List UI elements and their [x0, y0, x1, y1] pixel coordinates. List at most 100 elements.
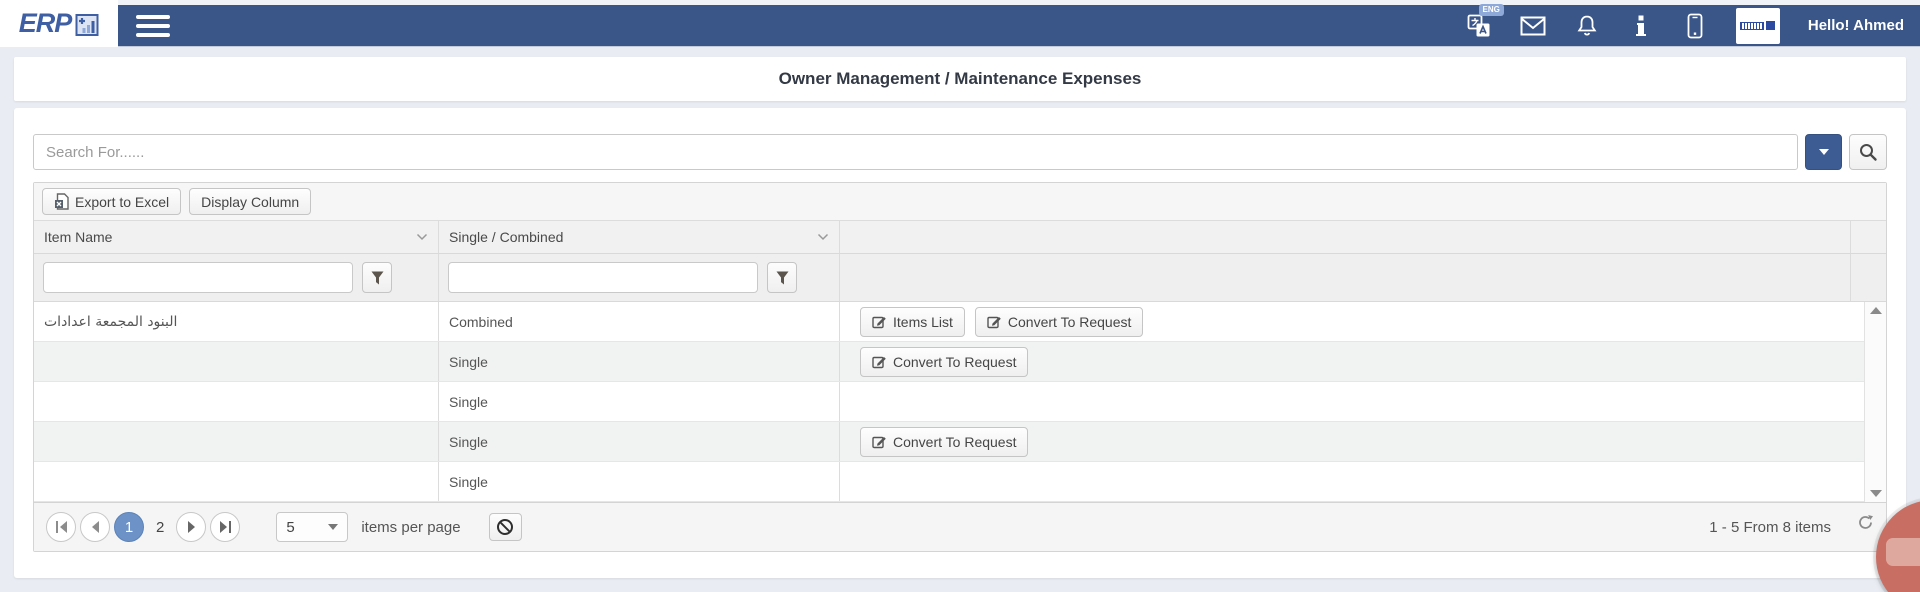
scroll-down-icon[interactable]: [1869, 490, 1882, 497]
search-options-dropdown[interactable]: [1805, 134, 1842, 170]
column-header-label: Single / Combined: [449, 229, 564, 245]
cell-item-name: البنود المجمعة اعدادات: [44, 313, 178, 330]
page-button-2[interactable]: 2: [156, 518, 165, 536]
user-greeting[interactable]: Hello! Ahmed: [1807, 17, 1904, 34]
data-grid: Export to Excel Display Column Item Name…: [33, 182, 1887, 552]
export-excel-button[interactable]: Export to Excel: [42, 188, 182, 215]
column-header-single-combined[interactable]: Single / Combined: [438, 221, 839, 253]
cell-type: Single: [438, 382, 839, 421]
floating-action-inner: [1886, 538, 1920, 566]
refresh-icon: [1859, 514, 1873, 529]
hamburger-menu-button[interactable]: [136, 14, 170, 37]
search-input[interactable]: [33, 134, 1798, 170]
scroll-up-icon[interactable]: [1869, 307, 1882, 314]
column-menu-chevron-icon[interactable]: [817, 233, 829, 241]
page-size-value: 5: [286, 518, 295, 536]
grid-header-row: Item Name Single / Combined: [34, 221, 1886, 254]
info-button[interactable]: [1628, 13, 1654, 39]
partner-logo-text-strip: [1740, 21, 1765, 30]
grid-pager: 1 2 5 items per page: [34, 502, 1886, 551]
previous-page-button[interactable]: [80, 512, 110, 542]
grid-filter-row: [34, 254, 1886, 302]
table-row: Single: [34, 382, 1886, 422]
funnel-icon: [776, 271, 788, 284]
column-header-item-name[interactable]: Item Name: [34, 221, 438, 253]
table-row: البنود المجمعة اعدادات Combined Items Li…: [34, 302, 1886, 342]
cell-actions: [839, 462, 1850, 501]
messages-button[interactable]: [1520, 13, 1546, 39]
next-page-button[interactable]: [176, 512, 207, 542]
cell-type: Single: [438, 462, 839, 501]
mobile-app-button[interactable]: [1682, 13, 1708, 39]
first-page-button[interactable]: [46, 512, 76, 542]
convert-to-request-button[interactable]: Convert To Request: [974, 306, 1144, 337]
filter-single-combined-button[interactable]: [767, 262, 797, 293]
last-page-button[interactable]: [210, 512, 241, 542]
notifications-button[interactable]: [1574, 13, 1600, 39]
cell-actions: Convert To Request: [839, 422, 1850, 461]
language-badge: ENG: [1478, 3, 1504, 16]
convert-to-request-button[interactable]: Convert To Request: [860, 426, 1029, 457]
search-bar: [33, 134, 1887, 170]
previous-page-icon: [91, 521, 99, 533]
items-list-button[interactable]: Items List: [860, 306, 965, 337]
cell-type: Combined: [438, 302, 839, 341]
filter-item-name-button[interactable]: [362, 262, 392, 293]
export-excel-label: Export to Excel: [75, 193, 170, 210]
display-column-label: Display Column: [201, 193, 300, 210]
edit-icon: [987, 316, 1001, 329]
navbar-actions: ENG: [1466, 3, 1920, 44]
excel-icon: [55, 193, 69, 210]
top-navbar: ERP ENG: [0, 0, 1920, 47]
cell-item-name: [34, 462, 438, 501]
logo-building-icon: [75, 13, 99, 36]
edit-icon: [872, 316, 886, 329]
cell-actions: Items List Convert To Request: [839, 302, 1850, 341]
cell-actions: Convert To Request: [839, 342, 1850, 381]
mail-icon: [1520, 16, 1546, 35]
grid-rows: البنود المجمعة اعدادات Combined Items Li…: [34, 302, 1886, 502]
convert-to-request-button[interactable]: Convert To Request: [860, 346, 1029, 377]
funnel-icon: [371, 271, 383, 284]
vertical-scrollbar[interactable]: [1864, 302, 1886, 502]
chevron-down-icon: [328, 524, 339, 530]
edit-icon: [872, 356, 886, 369]
language-switcher[interactable]: ENG: [1466, 3, 1504, 39]
cancel-icon: [497, 519, 514, 535]
partner-logo[interactable]: [1735, 7, 1780, 44]
info-icon: [1635, 15, 1646, 36]
chevron-down-icon: [1818, 149, 1829, 155]
filter-item-name-input[interactable]: [43, 262, 353, 293]
filter-single-combined-input[interactable]: [448, 262, 758, 293]
mobile-icon: [1687, 13, 1703, 38]
grid-toolbar: Export to Excel Display Column: [34, 183, 1886, 221]
edit-icon: [872, 436, 886, 449]
cell-type: Single: [438, 342, 839, 381]
column-header-label: Item Name: [44, 229, 113, 245]
refresh-button[interactable]: [1857, 514, 1874, 531]
last-page-icon: [219, 521, 231, 533]
app-logo-text: ERP: [18, 8, 73, 38]
column-header-spacer: [1850, 221, 1883, 253]
cell-item-name: [34, 422, 438, 461]
app-logo[interactable]: ERP: [0, 0, 118, 47]
table-row: Single: [34, 462, 1886, 502]
cell-actions: [839, 382, 1850, 421]
display-column-button[interactable]: Display Column: [189, 188, 312, 215]
column-menu-chevron-icon[interactable]: [416, 233, 428, 241]
next-page-icon: [187, 521, 195, 533]
page-size-select[interactable]: 5: [276, 512, 349, 542]
page-button-current[interactable]: 1: [114, 512, 144, 542]
bell-icon: [1577, 15, 1597, 35]
clear-filters-button[interactable]: [488, 513, 522, 541]
items-per-page-label: items per page: [361, 518, 461, 536]
search-button[interactable]: [1849, 134, 1887, 170]
content-card: Export to Excel Display Column Item Name…: [14, 108, 1906, 578]
page-title: Owner Management / Maintenance Expenses: [778, 69, 1142, 88]
partner-logo-square: [1766, 21, 1776, 30]
translate-icon: [1467, 14, 1490, 36]
cell-type: Single: [438, 422, 839, 461]
table-row: Single Convert To Request: [34, 422, 1886, 462]
page-title-bar: Owner Management / Maintenance Expenses: [14, 57, 1906, 101]
